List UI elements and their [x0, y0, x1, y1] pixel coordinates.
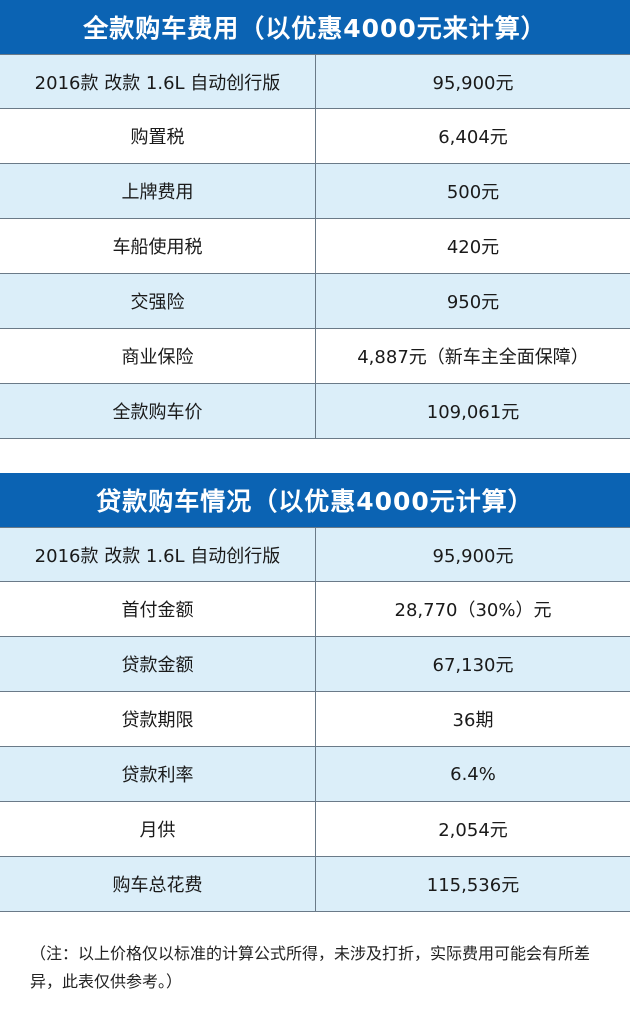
loan-payment-title: 贷款购车情况（以优惠4000元计算） [0, 473, 630, 527]
row-value: 950元 [446, 292, 500, 313]
row-value: 36期 [452, 710, 494, 731]
table-row: 月供 2,054元 [0, 802, 630, 857]
row-label: 交强险 [0, 274, 316, 328]
table-row: 2016款 改款 1.6L 自动创行版 95,900元 [0, 527, 630, 582]
row-value: 115,536元 [426, 875, 520, 896]
row-label: 车船使用税 [0, 219, 316, 273]
row-value: 95,900元 [432, 72, 514, 94]
table-row: 上牌费用 500元 [0, 164, 630, 219]
row-value: 500元 [446, 182, 500, 203]
table-row: 车船使用税 420元 [0, 219, 630, 274]
row-label: 上牌费用 [0, 164, 316, 218]
row-label: 2016款 改款 1.6L 自动创行版 [0, 528, 316, 581]
row-label: 贷款金额 [0, 637, 316, 691]
row-value: 4,887元（新车主全面保障） [357, 347, 589, 368]
table-row: 首付金额 28,770（30%）元 [0, 582, 630, 637]
footnote: （注：以上价格仅以标准的计算公式所得，未涉及打折，实际费用可能会有所差异，此表仅… [30, 944, 591, 991]
row-value: 67,130元 [432, 655, 514, 676]
full-payment-title: 全款购车费用（以优惠4000元来计算） [0, 0, 630, 54]
table-row: 贷款利率 6.4% [0, 747, 630, 802]
loan-payment-table: 贷款购车情况（以优惠4000元计算） 2016款 改款 1.6L 自动创行版 9… [0, 473, 630, 912]
row-label: 首付金额 [0, 582, 316, 636]
row-value: 95,900元 [432, 545, 514, 567]
row-label: 贷款期限 [0, 692, 316, 746]
row-label: 贷款利率 [0, 747, 316, 801]
row-value: 109,061元 [426, 402, 520, 423]
row-label: 2016款 改款 1.6L 自动创行版 [0, 55, 316, 108]
table-row: 购车总花费 115,536元 [0, 857, 630, 912]
row-value: 420元 [446, 237, 500, 258]
table-row: 贷款金额 67,130元 [0, 637, 630, 692]
table-row: 交强险 950元 [0, 274, 630, 329]
table-row: 2016款 改款 1.6L 自动创行版 95,900元 [0, 54, 630, 109]
table-row: 商业保险 4,887元（新车主全面保障） [0, 329, 630, 384]
table-row: 购置税 6,404元 [0, 109, 630, 164]
table-row: 全款购车价 109,061元 [0, 384, 630, 439]
row-value: 6,404元 [438, 127, 508, 148]
row-label: 全款购车价 [0, 384, 316, 438]
full-payment-table: 全款购车费用（以优惠4000元来计算） 2016款 改款 1.6L 自动创行版 … [0, 0, 630, 439]
row-value: 28,770（30%）元 [394, 600, 552, 621]
row-value: 6.4% [450, 763, 496, 785]
table-row: 贷款期限 36期 [0, 692, 630, 747]
row-label: 购车总花费 [0, 857, 316, 911]
row-value: 2,054元 [438, 820, 508, 841]
row-label: 商业保险 [0, 329, 316, 383]
row-label: 月供 [0, 802, 316, 856]
row-label: 购置税 [0, 109, 316, 163]
